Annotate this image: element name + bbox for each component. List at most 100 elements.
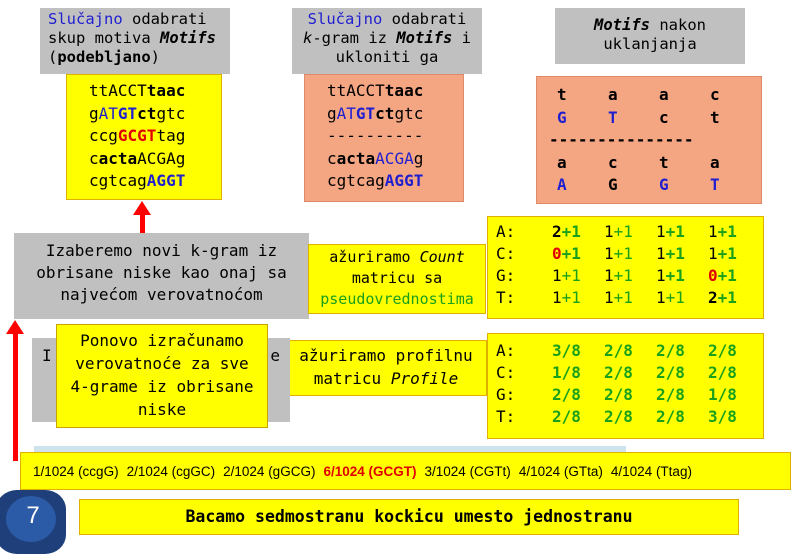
motif-after-letter: t (659, 152, 669, 172)
profile-matrix-cell: 2/8 (552, 385, 581, 404)
motif-after-letter: c (659, 107, 669, 127)
motif-initial-segment: AGGT (146, 171, 186, 190)
arrow-up-to-new-kgram-head (6, 320, 24, 334)
count-value: 1 (708, 222, 718, 241)
count-matrix-row: C: 0+1 1+1 1+1 1+1 (496, 243, 763, 265)
header-remove-kgram-motifs: Motifs (396, 29, 453, 47)
profile-label-box: ažuriramo profilnu matricu Profile (285, 340, 487, 396)
count-value: 1 (656, 288, 666, 307)
motif-initial-segment: ttACCT (89, 81, 147, 100)
header-remove-kgram-remove: ukloniti ga (335, 48, 439, 66)
count-label-count: Count (419, 248, 465, 266)
header-remove-kgram: Slučajno odabrati k-gram iz Motifs i ukl… (292, 8, 482, 74)
arrow-up-to-motifs-head (133, 201, 151, 215)
motif-removed-segment: cgtcag (327, 171, 385, 190)
hidden-gray-box-left: I (42, 346, 52, 365)
count-matrix-letter: C: (496, 244, 516, 263)
motif-removed-segment: ACGA (375, 148, 414, 168)
motif-removed-segment: g (413, 148, 424, 168)
probability-value: 2/1024 (126, 464, 168, 479)
motif-after-letter: G (659, 175, 669, 194)
motif-initial-segment: gtc (156, 103, 186, 123)
probability-kgram: (ccgG) (78, 464, 119, 479)
profile-matrix: A: 3/8 2/8 2/8 2/8 C: 1/8 2/8 2/8 2/8 G: 2/8 2/8 2/8 1… (487, 333, 764, 439)
count-pseudo: +1 (613, 222, 633, 241)
header-random-motifs-word: Slučajno (48, 10, 123, 28)
probability-item: 4/1024 (Ttag) (611, 464, 692, 479)
motif-removed-row: gATGTctgtc (327, 103, 463, 126)
motif-after-divider: --------------- (545, 129, 761, 152)
motif-removed-segment: ct (375, 103, 395, 123)
motif-after-letter: t (557, 85, 567, 104)
count-matrix-letter: A: (496, 222, 516, 241)
count-label-matrix: matricu sa (351, 269, 443, 287)
hidden-gray-box-right: e (270, 346, 280, 365)
count-matrix-cell: 2+1 (708, 287, 760, 309)
probability-kgram: (CGTt) (469, 464, 511, 479)
count-pseudo: +1 (561, 266, 581, 285)
header-motifs-after-removal-after: nakon (650, 16, 706, 34)
motif-removed-row: cgtcagAGGT (327, 170, 463, 193)
header-random-motifs-paren-close: ) (150, 48, 161, 66)
motif-after-dash: --------------- (549, 130, 694, 149)
motif-initial-segment: taac (146, 81, 186, 100)
motif-after-letter: T (710, 175, 720, 194)
profile-label-matrix: matricu (313, 369, 391, 388)
motif-initial-row: ccgGCGTtag (89, 125, 221, 148)
motif-removed-segment: AT (336, 103, 356, 123)
motif-after-letter: c (710, 85, 720, 104)
profile-matrix-letter: C: (496, 363, 516, 382)
motif-removed-segment: taac (384, 81, 424, 100)
profile-matrix-row: A: 3/8 2/8 2/8 2/8 (496, 340, 763, 362)
count-matrix-cell: 1+1 (656, 221, 708, 243)
probability-item: 4/1024 (GTta) (519, 464, 603, 479)
probability-item: 2/1024 (cgGC) (127, 464, 216, 479)
profile-matrix-cell: 1/8 (708, 385, 737, 404)
motif-after-letter: t (710, 107, 720, 127)
motif-initial-segment: cgtcag (89, 171, 147, 190)
motif-removed-segment: g (327, 103, 337, 123)
profile-matrix-cell: 2/8 (656, 385, 685, 404)
header-random-motifs-set: skup motiva (48, 29, 160, 47)
motif-initial-segment: ACGAg (137, 148, 186, 168)
motif-removed-row: cactaACGAg (327, 148, 463, 171)
motif-removed-row: ttACCTtaac (327, 80, 463, 103)
profile-matrix-cell: 3/8 (708, 407, 737, 426)
count-value: 1 (552, 266, 562, 285)
recompute-text: Ponovo izračunamo verovatnoće za sve 4-g… (70, 331, 254, 419)
motif-initial-segment: tag (156, 126, 186, 145)
count-matrix-cell: 1+1 (604, 265, 656, 287)
motif-initial-segment: acta (98, 148, 138, 168)
motif-initial-segment: AT (98, 103, 118, 123)
motif-removed-segment: gtc (394, 103, 424, 123)
profile-matrix-cell: 2/8 (656, 341, 685, 360)
motif-initial-row: gATGTctgtc (89, 103, 221, 126)
profile-matrix-cell: 2/8 (656, 363, 685, 382)
header-random-motifs-choose: odabrati (122, 10, 207, 28)
header-remove-kgram-random: Slučajno (307, 10, 383, 28)
motif-after-letter: G (608, 175, 618, 194)
probability-item: 6/1024 (GCGT) (323, 464, 416, 479)
count-value: 2 (708, 288, 718, 307)
header-remove-kgram-choose: odabrati (382, 10, 467, 28)
probability-value: 4/1024 (518, 464, 561, 479)
count-matrix-cell: 1+1 (604, 287, 656, 309)
count-pseudo: +1 (561, 222, 581, 241)
count-matrix-letter: T: (496, 288, 516, 307)
motif-after-letter: a (659, 85, 669, 104)
probability-kgram: (cgGC) (171, 464, 216, 479)
bottom-banner-text: Bacamo sedmostranu kockicu umesto jednos… (185, 507, 633, 526)
profile-matrix-cell: 2/8 (708, 341, 737, 360)
count-matrix-letter: G: (496, 266, 516, 285)
header-remove-kgram-k: k (302, 29, 313, 47)
header-motifs-after-removal-removal: uklanjanja (603, 35, 697, 53)
count-matrix-row: A: 2+1 1+1 1+1 1+1 (496, 221, 763, 243)
count-pseudo: +1 (717, 266, 737, 285)
probability-divider (34, 446, 626, 452)
bottom-banner: Bacamo sedmostranu kockicu umesto jednos… (79, 499, 739, 535)
profile-matrix-letter: T: (496, 407, 516, 426)
count-value: 1 (656, 266, 666, 285)
